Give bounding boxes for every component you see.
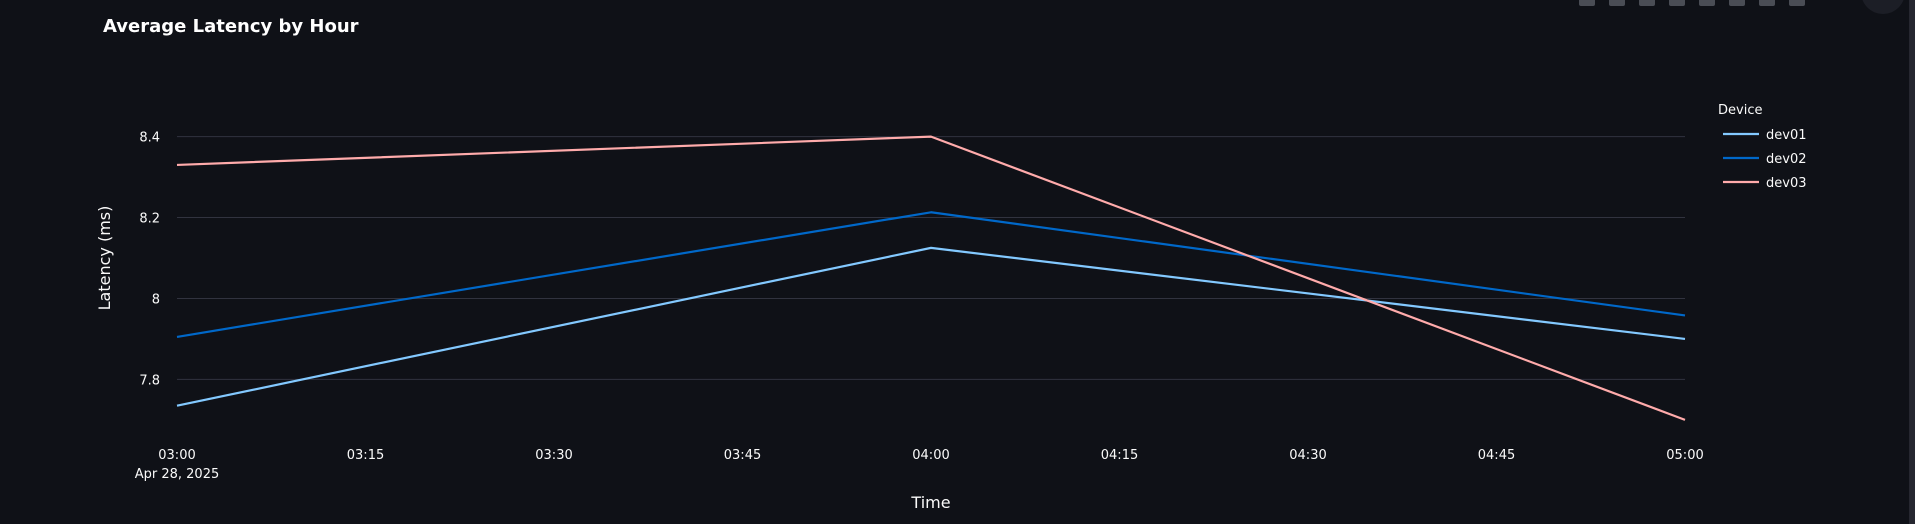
x-tick-label: 05:00: [1666, 448, 1703, 463]
chart-title: Average Latency by Hour: [103, 16, 359, 37]
x-axis-date-label: Apr 28, 2025: [135, 467, 220, 482]
x-tick-label: 03:00: [158, 448, 195, 463]
gridlines: [177, 136, 1685, 380]
y-tick-label: 8.2: [139, 212, 160, 227]
x-tick-label: 03:30: [535, 448, 572, 463]
scrollbar[interactable]: [1909, 0, 1915, 524]
y-tick-label: 8.4: [139, 131, 160, 146]
x-axis-title: Time: [910, 493, 950, 512]
y-tick-label: 8: [152, 292, 160, 307]
x-tick-label: 03:45: [724, 448, 761, 463]
x-axis-ticks: 03:00 03:15 03:30 03:45 04:00 04:15 04:30 04:45…: [158, 448, 1703, 463]
legend-item-dev02[interactable]: dev02: [1766, 152, 1807, 167]
reset-axes-icon[interactable]: [1759, 0, 1775, 6]
x-tick-label: 04:15: [1101, 448, 1138, 463]
camera-icon[interactable]: [1579, 0, 1595, 6]
y-tick-label: 7.8: [139, 373, 160, 388]
zoom-icon[interactable]: [1609, 0, 1625, 6]
series-line-dev03[interactable]: [176, 135, 1686, 421]
x-tick-label: 04:00: [912, 448, 949, 463]
y-axis-title: Latency (ms): [95, 206, 114, 311]
series-lines: [176, 135, 1686, 421]
avatar[interactable]: [1861, 0, 1905, 14]
more-icon[interactable]: [1789, 0, 1805, 6]
legend-item-dev03[interactable]: dev03: [1766, 176, 1807, 191]
zoom-in-icon[interactable]: [1669, 0, 1685, 6]
pan-icon[interactable]: [1639, 0, 1655, 6]
legend[interactable]: Device dev01 dev02 dev03: [1718, 103, 1807, 191]
series-line-dev02[interactable]: [176, 211, 1686, 338]
chart-modebar: [1579, 0, 1805, 8]
y-axis-ticks: 7.8 8 8.2 8.4: [139, 131, 160, 389]
legend-title: Device: [1718, 103, 1762, 118]
x-tick-label: 03:15: [347, 448, 384, 463]
x-tick-label: 04:45: [1478, 448, 1515, 463]
x-tick-label: 04:30: [1289, 448, 1326, 463]
legend-item-dev01[interactable]: dev01: [1766, 128, 1807, 143]
series-line-dev01[interactable]: [176, 246, 1686, 407]
zoom-out-icon[interactable]: [1699, 0, 1715, 6]
autoscale-icon[interactable]: [1729, 0, 1745, 6]
